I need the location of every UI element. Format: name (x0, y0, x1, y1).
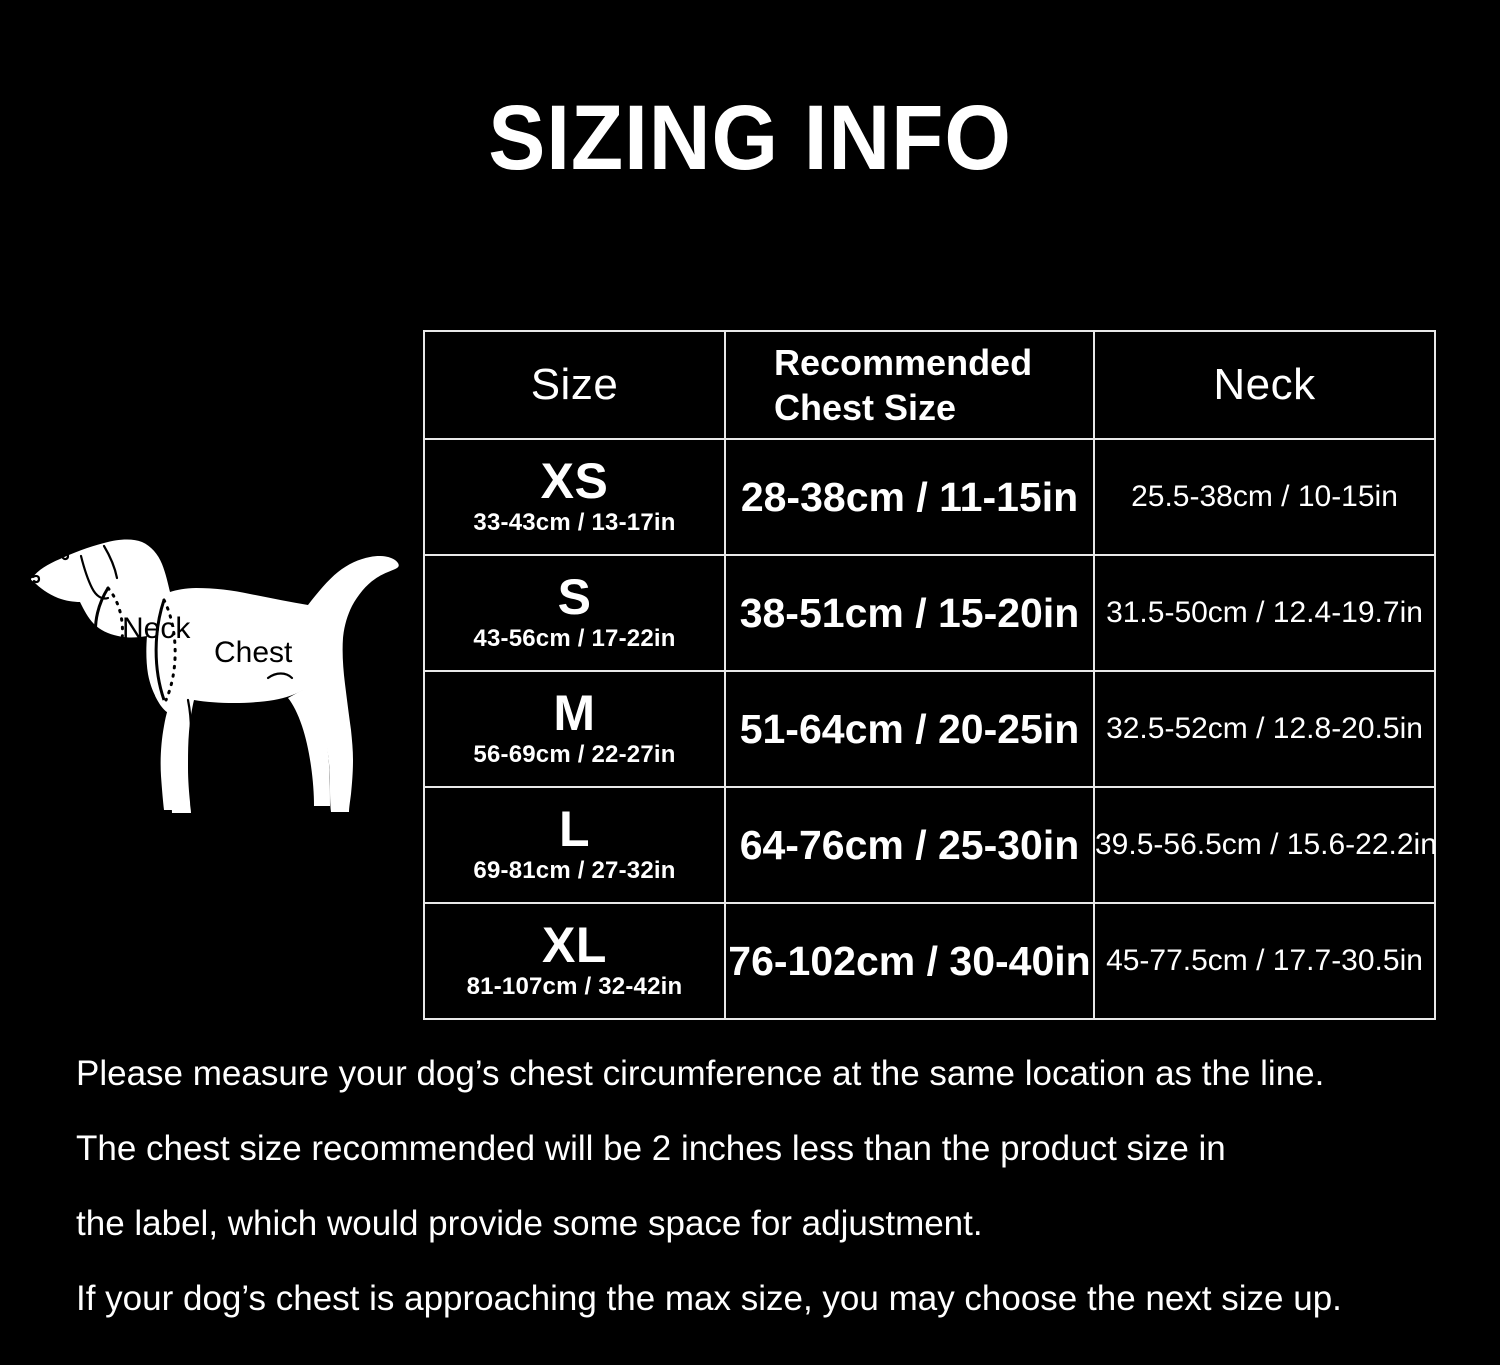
size-letter: M (553, 685, 596, 741)
cell-size: S 43-56cm / 17-22in (423, 554, 726, 672)
column-header-chest-line2: Chest Size (774, 387, 957, 428)
page-title: SIZING INFO (488, 87, 1012, 189)
cell-neck-size: 31.5-50cm / 12.4-19.7in (1093, 554, 1436, 672)
size-letter: XS (540, 453, 609, 509)
cell-chest-size: 64-76cm / 25-30in (724, 786, 1095, 904)
neck-measure-line (94, 586, 124, 645)
table-row: XL 81-107cm / 32-42in 76-102cm / 30-40in… (423, 902, 1436, 1020)
table-row: L 69-81cm / 27-32in 64-76cm / 25-30in 39… (423, 786, 1437, 904)
size-letter: S (557, 569, 592, 625)
sizing-table: Size Recommended Chest Size Neck XS 33-4… (423, 330, 1437, 1020)
chest-label-text: Chest (214, 636, 293, 669)
dog-measurement-diagram: Neck Chest (18, 528, 418, 838)
size-range: 69-81cm / 27-32in (473, 857, 676, 884)
cell-neck-size: 32.5-52cm / 12.8-20.5in (1093, 670, 1436, 788)
cell-chest-size: 38-51cm / 15-20in (724, 554, 1095, 672)
size-range: 33-43cm / 13-17in (473, 509, 676, 536)
cell-neck-size: 25.5-38cm / 10-15in (1093, 438, 1436, 556)
cell-neck-size: 39.5-56.5cm / 15.6-22.2in (1093, 786, 1437, 904)
note-line: the label, which would provide some spac… (76, 1204, 983, 1243)
cell-size: XL 81-107cm / 32-42in (423, 902, 726, 1020)
table-row: M 56-69cm / 22-27in 51-64cm / 20-25in 32… (423, 670, 1436, 788)
column-header-chest-line1: Recommended (774, 342, 1033, 383)
size-letter: XL (542, 917, 607, 973)
size-letter: L (558, 801, 591, 857)
cell-size: M 56-69cm / 22-27in (423, 670, 726, 788)
table-row: XS 33-43cm / 13-17in 28-38cm / 11-15in 2… (423, 438, 1436, 556)
size-range: 43-56cm / 17-22in (473, 625, 676, 652)
dog-silhouette-shape (30, 539, 399, 813)
neck-label-text: Neck (122, 612, 191, 645)
size-range: 81-107cm / 32-42in (466, 973, 683, 1000)
cell-size: XS 33-43cm / 13-17in (423, 438, 726, 556)
table-row: S 43-56cm / 17-22in 38-51cm / 15-20in 31… (423, 554, 1436, 672)
cell-chest-size: 76-102cm / 30-40in (724, 902, 1095, 1020)
note-line: Please measure your dog’s chest circumfe… (76, 1054, 1325, 1093)
note-line: The chest size recommended will be 2 inc… (76, 1129, 1226, 1168)
column-header-neck: Neck (1093, 330, 1436, 440)
notes-block: Please measure your dog’s chest circumfe… (76, 1036, 1436, 1336)
cell-neck-size: 45-77.5cm / 17.7-30.5in (1093, 902, 1436, 1020)
size-range: 56-69cm / 22-27in (473, 741, 676, 768)
note-line: If your dog’s chest is approaching the m… (76, 1279, 1342, 1318)
chest-measure-line (154, 598, 177, 702)
cell-chest-size: 51-64cm / 20-25in (724, 670, 1095, 788)
cell-size: L 69-81cm / 27-32in (423, 786, 726, 904)
cell-chest-size: 28-38cm / 11-15in (724, 438, 1095, 556)
column-header-chest: Recommended Chest Size (724, 330, 1095, 440)
column-header-size: Size (423, 330, 726, 440)
table-header-row: Size Recommended Chest Size Neck (423, 330, 1436, 440)
